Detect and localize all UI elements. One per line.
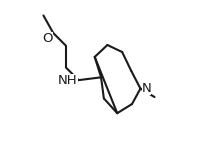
Text: NH: NH (58, 74, 78, 87)
Text: N: N (141, 82, 151, 95)
Text: O: O (42, 32, 53, 45)
